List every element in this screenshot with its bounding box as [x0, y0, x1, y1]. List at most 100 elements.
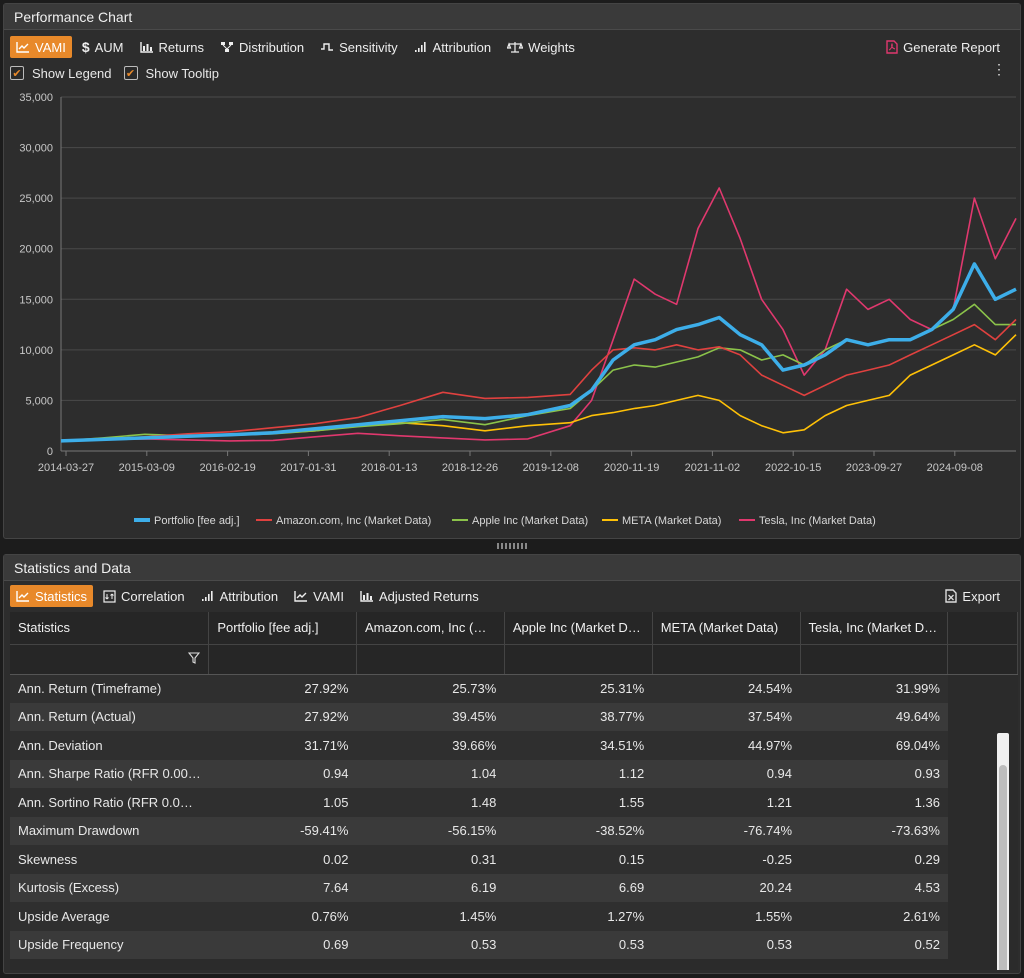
chart-tab-weights[interactable]: Weights: [501, 36, 581, 58]
column-header[interactable]: Tesla, Inc (Market D…: [800, 612, 949, 645]
legend-item[interactable]: Tesla, Inc (Market Data): [759, 515, 876, 527]
table-row[interactable]: Ann. Sharpe Ratio (RFR 0.00… 0.94 1.04 1.12…: [10, 759, 1018, 788]
stat-value-cell: 6.19: [356, 873, 505, 902]
chart-tab-returns[interactable]: Returns: [134, 36, 211, 58]
stat-value-cell: 7.64: [208, 873, 357, 902]
legend-item[interactable]: Amazon.com, Inc (Market Data): [276, 515, 431, 527]
show-legend-checkbox[interactable]: ✔ Show Legend: [10, 66, 112, 81]
stat-value-cell: -0.25: [652, 845, 801, 874]
filter-icon[interactable]: [188, 651, 201, 667]
x-tick-label: 2023-09-27: [846, 462, 902, 474]
stat-value-cell: 1.55: [504, 788, 653, 817]
table-row[interactable]: Ann. Return (Actual) 27.92% 39.45% 38.77% 37…: [10, 702, 1018, 731]
filter-cell: [652, 644, 801, 675]
tab-label: Attribution: [219, 588, 279, 604]
table-row[interactable]: Ann. Return (Timeframe) 27.92% 25.73% 25.31…: [10, 674, 1018, 703]
stat-name-cell: Skewness: [10, 845, 209, 874]
stat-value-cell: 0.94: [208, 759, 357, 788]
column-header[interactable]: META (Market Data): [652, 612, 801, 645]
performance-chart-panel: Performance Chart VAMI $ AUM Returns Distrib…: [3, 3, 1021, 539]
stat-value-cell: 0.69: [208, 930, 357, 959]
stat-name-cell: Maximum Drawdown: [10, 816, 209, 845]
stat-value-cell: 37.54%: [652, 702, 801, 731]
stats-tab-correlation[interactable]: Correlation: [97, 585, 191, 607]
attribution-icon: [414, 41, 428, 53]
stat-name-cell: Ann. Return (Actual): [10, 702, 209, 731]
stats-tab-attribution[interactable]: Attribution: [195, 585, 285, 607]
chart-tab-attribution[interactable]: Attribution: [408, 36, 498, 58]
correlation-icon: [103, 589, 116, 603]
stat-value-cell: 1.48: [356, 788, 505, 817]
filter-cell: [504, 644, 653, 675]
stat-name-cell: Ann. Return (Timeframe): [10, 674, 209, 703]
stat-value-cell: 1.05: [208, 788, 357, 817]
y-tick-label: 20,000: [19, 244, 53, 256]
stat-value-cell: -59.41%: [208, 816, 357, 845]
tab-label: VAMI: [313, 588, 344, 604]
stat-value-cell: 1.21: [652, 788, 801, 817]
stat-value-cell: 0.29: [800, 845, 948, 874]
table-row[interactable]: Ann. Sortino Ratio (RFR 0.0… 1.05 1.48 1.55…: [10, 788, 1018, 817]
x-tick-label: 2018-12-26: [442, 462, 498, 474]
stat-value-cell: 0.15: [504, 845, 653, 874]
stat-value-cell: 39.66%: [356, 731, 505, 760]
filter-cell: [800, 644, 949, 675]
table-row[interactable]: Skewness 0.02 0.31 0.15 -0.25 0.29: [10, 845, 1018, 874]
generate-report-button[interactable]: Generate Report: [880, 36, 1006, 58]
x-tick-label: 2018-01-13: [361, 462, 417, 474]
statistics-table-container: Statistics Portfolio [fee adj.] Amazon.com…: [10, 612, 1018, 970]
legend-item[interactable]: META (Market Data): [622, 515, 721, 527]
stats-tab-vami[interactable]: VAMI: [288, 585, 350, 607]
chart-tab-distribution[interactable]: Distribution: [214, 36, 310, 58]
stat-value-cell: 1.12: [504, 759, 653, 788]
filter-cell[interactable]: [10, 644, 210, 675]
x-tick-label: 2020-11-19: [604, 462, 659, 474]
stats-tab-statistics[interactable]: Statistics: [10, 585, 94, 607]
chart-tab-vami[interactable]: VAMI: [10, 36, 72, 58]
tab-label: Returns: [158, 39, 205, 55]
excel-icon: [945, 589, 958, 603]
row-spacer: [947, 702, 1018, 731]
table-row[interactable]: Maximum Drawdown -59.41% -56.15% -38.52% -76…: [10, 816, 1018, 845]
statistics-panel: Statistics and Data Statistics Correlatio…: [3, 554, 1021, 974]
column-header[interactable]: Portfolio [fee adj.]: [208, 612, 357, 645]
x-tick-label: 2016-02-19: [199, 462, 255, 474]
chart-tab-aum[interactable]: $ AUM: [76, 36, 130, 58]
table-row[interactable]: Kurtosis (Excess) 7.64 6.19 6.69 20.24 4.53: [10, 873, 1018, 902]
scrollbar-thumb[interactable]: [999, 765, 1007, 970]
stat-value-cell: 25.73%: [356, 674, 505, 703]
stats-tab-adjusted-returns[interactable]: Adjusted Returns: [354, 585, 485, 607]
series-line-3: [60, 334, 1017, 442]
table-row[interactable]: Upside Average 0.76% 1.45% 1.27% 1.55% 2.61%: [10, 902, 1018, 931]
stat-value-cell: 20.24: [652, 873, 801, 902]
header-spacer: [947, 612, 1018, 645]
vertical-scrollbar[interactable]: [997, 733, 1009, 970]
table-row[interactable]: Ann. Deviation 31.71% 39.66% 34.51% 44.97% 69…: [10, 731, 1018, 760]
stat-value-cell: 25.31%: [504, 674, 653, 703]
statistics-table: Statistics Portfolio [fee adj.] Amazon.com…: [10, 612, 1018, 959]
panel-splitter-handle[interactable]: [497, 543, 527, 549]
x-tick-label: 2019-12-08: [523, 462, 579, 474]
y-tick-label: 5,000: [25, 395, 53, 407]
stat-value-cell: 34.51%: [504, 731, 653, 760]
stat-value-cell: 0.93: [800, 759, 948, 788]
table-header: Statistics Portfolio [fee adj.] Amazon.com…: [10, 612, 1018, 675]
more-options-icon[interactable]: ⋮: [992, 61, 1006, 77]
tab-label: VAMI: [35, 39, 66, 55]
stat-value-cell: 27.92%: [208, 674, 357, 703]
column-header[interactable]: Apple Inc (Market D…: [504, 612, 653, 645]
y-tick-label: 30,000: [19, 143, 53, 155]
panel-title: Statistics and Data: [4, 555, 1020, 581]
export-button[interactable]: Export: [939, 585, 1006, 607]
stat-value-cell: 24.54%: [652, 674, 801, 703]
legend-item[interactable]: Portfolio [fee adj.]: [154, 515, 240, 527]
stat-name-cell: Ann. Sortino Ratio (RFR 0.0…: [10, 788, 209, 817]
stat-value-cell: 1.55%: [652, 902, 801, 931]
stat-value-cell: 4.53: [800, 873, 948, 902]
column-header[interactable]: Amazon.com, Inc (…: [356, 612, 505, 645]
chart-tab-sensitivity[interactable]: Sensitivity: [314, 36, 404, 58]
table-row[interactable]: Upside Frequency 0.69 0.53 0.53 0.53 0.52: [10, 930, 1018, 959]
column-header[interactable]: Statistics: [10, 612, 210, 645]
legend-item[interactable]: Apple Inc (Market Data): [472, 515, 588, 527]
show-tooltip-checkbox[interactable]: ✔ Show Tooltip: [123, 66, 219, 81]
